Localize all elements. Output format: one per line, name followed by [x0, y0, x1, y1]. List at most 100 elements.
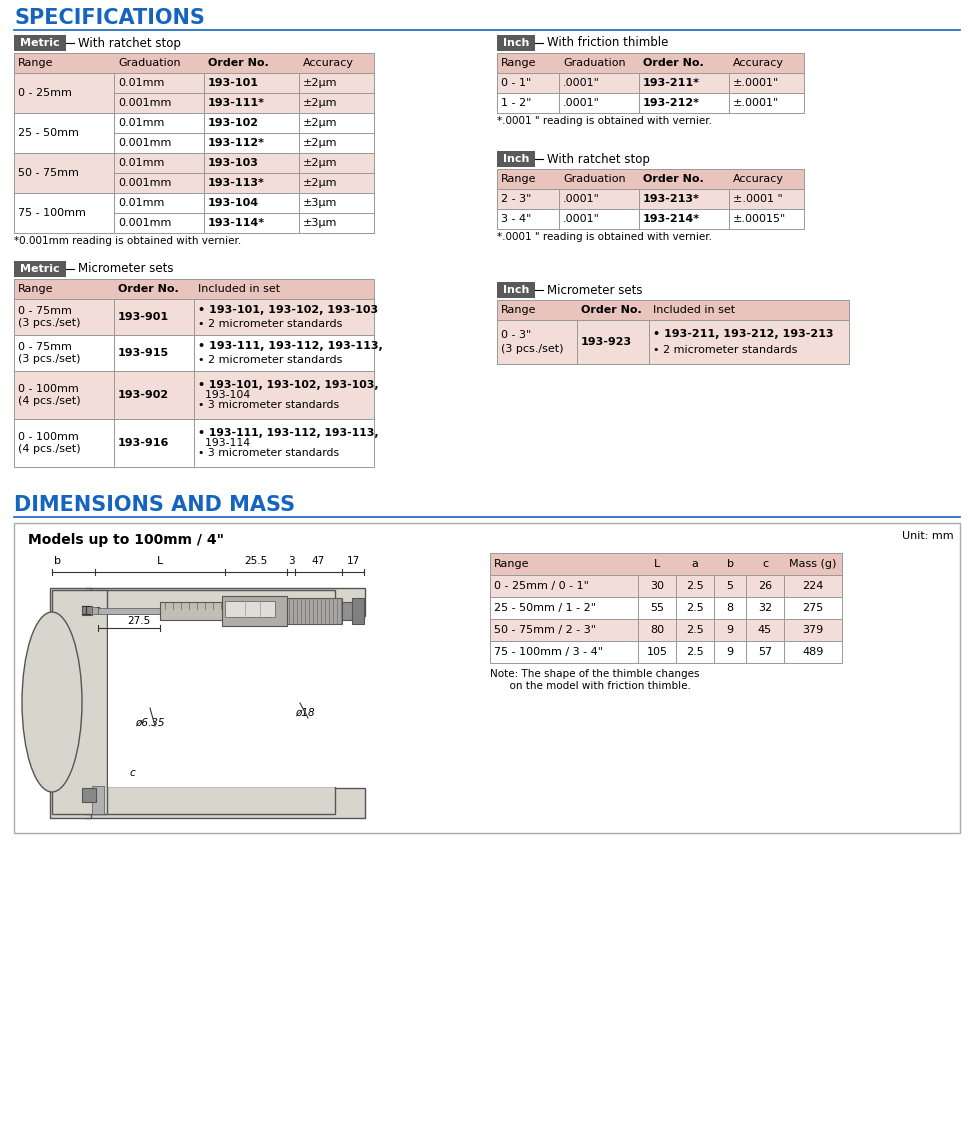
Text: L: L: [157, 556, 163, 566]
Bar: [497, 151, 535, 167]
Text: (3 pcs./set): (3 pcs./set): [501, 344, 564, 354]
Text: 193-112*: 193-112*: [208, 137, 265, 148]
Bar: [98, 608, 198, 613]
Bar: [160, 602, 225, 620]
Bar: [299, 214, 374, 233]
Text: 193-901: 193-901: [118, 312, 169, 321]
Text: 0.01mm: 0.01mm: [118, 78, 165, 87]
Text: 0.01mm: 0.01mm: [118, 198, 165, 208]
Bar: [490, 575, 638, 598]
Text: 47: 47: [312, 556, 325, 566]
Bar: [649, 320, 849, 364]
Text: ±.0001": ±.0001": [733, 78, 779, 87]
Text: 30: 30: [650, 580, 664, 591]
Bar: [92, 786, 104, 815]
Text: 50 - 75mm / 2 - 3": 50 - 75mm / 2 - 3": [494, 625, 596, 635]
Bar: [746, 598, 784, 619]
Text: • 2 micrometer standards: • 2 micrometer standards: [198, 319, 343, 329]
Text: 8: 8: [727, 603, 733, 613]
Bar: [14, 261, 66, 277]
Text: Micrometer sets: Micrometer sets: [547, 284, 643, 296]
Text: 193-103: 193-103: [208, 158, 259, 168]
Bar: [85, 788, 365, 818]
Text: ±.0001 ": ±.0001 ": [733, 194, 783, 204]
Text: 0.001mm: 0.001mm: [118, 178, 171, 187]
Bar: [497, 73, 559, 93]
Text: Graduation: Graduation: [118, 58, 180, 68]
Bar: [490, 619, 638, 641]
Bar: [497, 320, 577, 364]
Text: 193-214*: 193-214*: [643, 214, 700, 224]
Text: Accuracy: Accuracy: [733, 58, 784, 68]
Text: Graduation: Graduation: [563, 174, 625, 184]
Bar: [299, 112, 374, 133]
Text: 1 - 2": 1 - 2": [501, 98, 532, 108]
Text: Micrometer sets: Micrometer sets: [78, 262, 173, 276]
Text: 193-213*: 193-213*: [643, 194, 700, 204]
Bar: [352, 598, 364, 624]
Text: 193-113*: 193-113*: [208, 178, 265, 187]
Bar: [114, 133, 204, 153]
Text: 193-212*: 193-212*: [643, 98, 700, 108]
Bar: [52, 590, 107, 815]
Text: 2.5: 2.5: [686, 625, 704, 635]
Text: 5: 5: [727, 580, 733, 591]
Bar: [82, 788, 96, 802]
Bar: [638, 619, 676, 641]
Text: ±2μm: ±2μm: [303, 137, 338, 148]
Bar: [639, 73, 729, 93]
Text: 105: 105: [647, 648, 667, 657]
Bar: [194, 371, 374, 419]
Bar: [784, 575, 842, 598]
Text: 193-114: 193-114: [198, 438, 250, 448]
Bar: [299, 93, 374, 112]
Text: 193-104: 193-104: [208, 198, 259, 208]
Text: Accuracy: Accuracy: [733, 174, 784, 184]
Bar: [784, 598, 842, 619]
Text: 25.5: 25.5: [244, 556, 268, 566]
Text: a: a: [94, 605, 101, 615]
Text: • 193-111, 193-112, 193-113,: • 193-111, 193-112, 193-113,: [198, 341, 383, 351]
Bar: [714, 641, 746, 663]
Text: 2.5: 2.5: [686, 648, 704, 657]
Text: 0 - 75mm: 0 - 75mm: [18, 306, 72, 316]
Bar: [50, 588, 91, 818]
Text: ±.0001": ±.0001": [733, 98, 779, 108]
Bar: [638, 641, 676, 663]
Bar: [108, 615, 338, 787]
Bar: [14, 371, 114, 419]
Text: Included in set: Included in set: [198, 284, 281, 294]
Text: Note: The shape of the thimble changes
      on the model with friction thimble.: Note: The shape of the thimble changes o…: [490, 669, 699, 691]
Bar: [14, 53, 374, 73]
Text: 275: 275: [803, 603, 824, 613]
Bar: [82, 605, 92, 615]
Bar: [490, 598, 638, 619]
Bar: [114, 153, 204, 173]
Text: Models up to 100mm / 4": Models up to 100mm / 4": [28, 533, 224, 548]
Bar: [114, 371, 194, 419]
Bar: [14, 112, 114, 153]
Bar: [497, 169, 804, 189]
Text: • 3 micrometer standards: • 3 micrometer standards: [198, 448, 339, 458]
Bar: [194, 335, 374, 371]
Text: Accuracy: Accuracy: [303, 58, 354, 68]
Bar: [559, 189, 639, 209]
Text: (3 pcs./set): (3 pcs./set): [18, 354, 81, 364]
Text: 379: 379: [803, 625, 824, 635]
Bar: [714, 619, 746, 641]
Bar: [85, 786, 335, 815]
Bar: [14, 279, 374, 299]
Bar: [676, 619, 714, 641]
Bar: [714, 598, 746, 619]
Text: 2.5: 2.5: [686, 580, 704, 591]
Bar: [729, 93, 804, 112]
Text: 0.01mm: 0.01mm: [118, 158, 165, 168]
Bar: [497, 282, 535, 298]
Bar: [729, 189, 804, 209]
Bar: [577, 320, 649, 364]
Bar: [114, 299, 194, 335]
Text: 2.5: 2.5: [686, 603, 704, 613]
Text: 193-211*: 193-211*: [643, 78, 700, 87]
Text: Inch: Inch: [503, 154, 529, 164]
Bar: [784, 641, 842, 663]
